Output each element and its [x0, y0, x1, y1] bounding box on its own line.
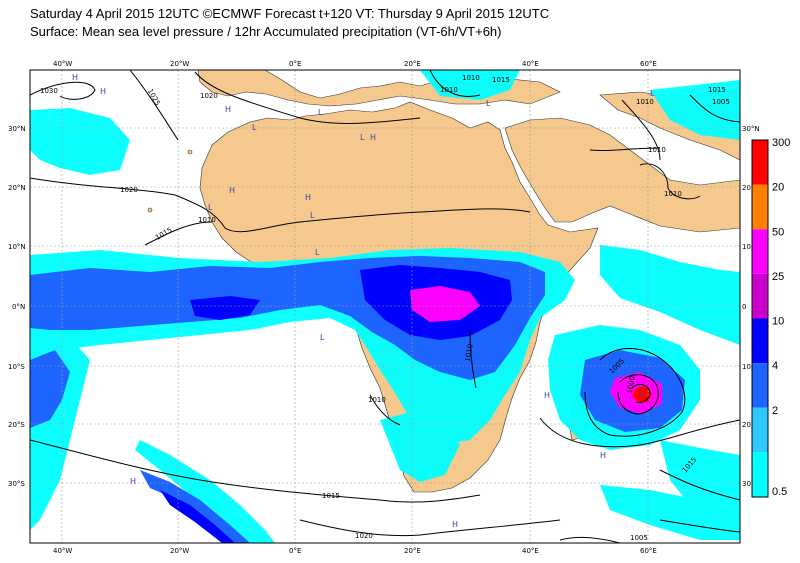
lon-label: 40°W — [53, 60, 72, 68]
legend-label: 20 — [772, 182, 784, 194]
legend-swatch — [752, 184, 768, 230]
legend-swatch — [752, 140, 768, 185]
high-marker: H — [600, 451, 606, 460]
low-marker: L — [252, 123, 257, 132]
lat-label: 30 — [742, 480, 751, 488]
isobar-label: 1010 — [664, 190, 682, 198]
lat-label: 10 — [742, 243, 751, 251]
lon-label: 60°E — [640, 60, 657, 68]
high-marker: H — [544, 391, 550, 400]
high-marker: H — [229, 186, 235, 195]
low-marker: L — [650, 89, 655, 98]
low-marker: L — [320, 333, 325, 342]
lon-label: 20°W — [170, 547, 189, 555]
isobar-label: 1030 — [40, 87, 58, 95]
isobar-label: 1015 — [708, 86, 726, 94]
pressure-centres: H H H L L L H L L L H H L L L H H H H L — [72, 73, 655, 529]
isobar-label: 1010 — [368, 396, 386, 404]
legend-swatch — [752, 229, 768, 274]
lon-label: 0°E — [289, 547, 301, 555]
legend-label: 50 — [772, 226, 784, 238]
legend-label: 4 — [772, 360, 778, 372]
legend-label: 0.5 — [772, 486, 787, 498]
graticule — [30, 70, 740, 543]
high-marker: H — [452, 520, 458, 529]
lat-label: 10°N — [8, 243, 26, 251]
legend-frame — [751, 139, 769, 498]
top-longitude-labels: 40°W 20°W 0°E 20°E 40°E 60°E — [53, 60, 657, 68]
precip-heavy — [160, 265, 662, 543]
chart-subtitle: Surface: Mean sea level pressure / 12hr … — [30, 24, 502, 39]
low-marker: L — [486, 99, 491, 108]
lon-label: 60°E — [640, 547, 657, 555]
isobar-label: 1000 — [626, 375, 637, 394]
precipitation-legend: 300 20 50 25 10 4 2 0.5 — [751, 137, 790, 498]
isobar-label: 1010 — [648, 146, 666, 154]
high-marker: H — [305, 193, 311, 202]
isobar-label: 1015 — [492, 76, 510, 84]
lon-label: 0°E — [289, 60, 301, 68]
legend-label: 25 — [772, 271, 784, 283]
lat-label: 20 — [742, 421, 751, 429]
lon-label: 40°E — [522, 60, 539, 68]
isobar-label: 1010 — [464, 343, 475, 362]
legend-label: 300 — [772, 137, 790, 149]
legend-label: 10 — [772, 316, 784, 328]
low-marker: L — [208, 203, 213, 212]
isobar-lines — [30, 70, 740, 543]
lon-label: 20°W — [170, 60, 189, 68]
arabia-land — [504, 117, 740, 233]
isobar-label: 1020 — [355, 532, 373, 540]
low-marker: L — [360, 133, 365, 142]
legend-swatch — [752, 363, 768, 408]
legend-label: 2 — [772, 405, 778, 417]
right-latitude-labels: 30°N 20 10 0 10 20 30 — [742, 125, 760, 488]
isobar-label: 1010 — [462, 74, 480, 82]
low-marker: L — [315, 248, 320, 257]
lat-label: 30°N — [8, 125, 26, 133]
lon-label: 40°E — [522, 547, 539, 555]
low-marker: L — [640, 389, 645, 398]
legend-swatch — [752, 273, 768, 319]
legend-swatch — [752, 452, 768, 497]
lat-label: 30°S — [8, 480, 25, 488]
lat-label: 10 — [742, 363, 751, 371]
lat-label: 20°S — [8, 421, 25, 429]
lat-label: 20°N — [8, 184, 26, 192]
low-marker: L — [310, 211, 315, 220]
legend-swatch — [752, 318, 768, 364]
isobar-label: 1005 — [712, 98, 730, 106]
isobar-label: 1020 — [120, 186, 138, 194]
bottom-longitude-labels: 40°W 20°W 0°E 20°E 40°E 60°E — [53, 547, 657, 555]
low-marker: L — [318, 108, 323, 117]
lat-label: 30°N — [742, 125, 760, 133]
high-marker: H — [370, 133, 376, 142]
high-marker: H — [225, 105, 231, 114]
lat-label: 10°S — [8, 363, 25, 371]
lon-label: 20°E — [404, 60, 421, 68]
map-frame — [29, 69, 741, 544]
high-marker: H — [130, 477, 136, 486]
isobar-label: 1015 — [322, 492, 340, 500]
isobar-label: 1010 — [636, 98, 654, 106]
isobar-label: 1005 — [630, 534, 648, 542]
lat-label: 0 — [742, 303, 746, 311]
legend-swatch — [752, 407, 768, 453]
lon-label: 40°W — [53, 547, 72, 555]
isobar-label: 1020 — [200, 92, 218, 100]
lon-label: 20°E — [404, 547, 421, 555]
high-marker: H — [100, 87, 106, 96]
lat-label: 0°N — [12, 303, 25, 311]
high-marker: H — [72, 73, 78, 82]
chart-title: Saturday 4 April 2015 12UTC ©ECMWF Forec… — [30, 6, 550, 21]
left-latitude-labels: 30°N 20°N 10°N 0°N 10°S 20°S 30°S — [8, 125, 26, 488]
lat-label: 20 — [742, 184, 751, 192]
isobar-label: 1010 — [198, 216, 216, 224]
isobar-label: 1010 — [440, 86, 458, 94]
